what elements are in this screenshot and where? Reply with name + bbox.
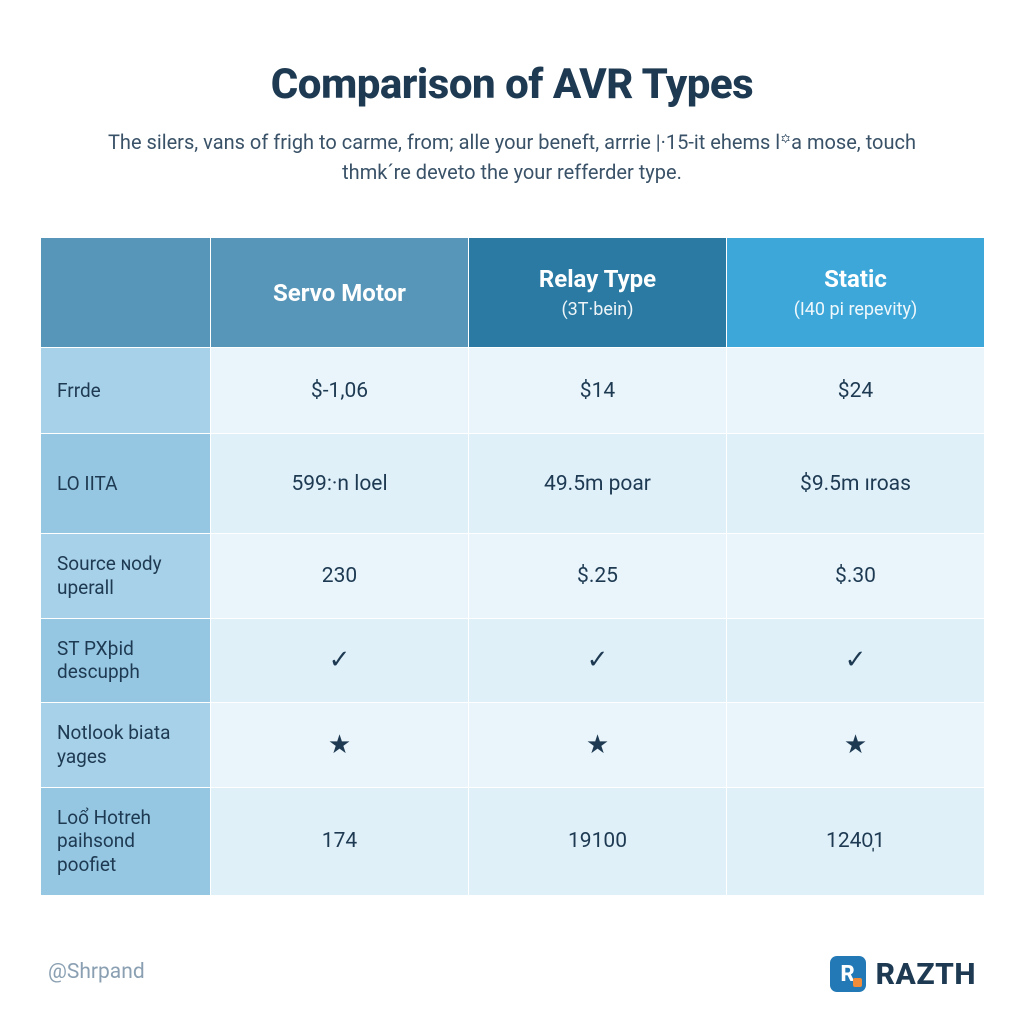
footer-handle: @Shrpand — [48, 960, 145, 984]
page-title: Comparison of AVR Types — [40, 60, 984, 109]
table-column-header: Relay Type (3T·bein) — [469, 238, 727, 348]
page-subtitle: The silers, vans of frigh to carme, from… — [87, 127, 937, 187]
table-row: Loổ Hotreh paihsond poofiet174191001240̩… — [41, 787, 985, 895]
table-header: Servo Motor Relay Type (3T·bein) Static (I40… — [41, 238, 985, 348]
data-cell: $-1,06 — [211, 348, 469, 434]
row-label: Notlook biata yages — [41, 703, 211, 788]
data-cell: 19100 — [469, 787, 727, 895]
data-cell: $14 — [469, 348, 727, 434]
column-header-sub: (I40 pi repevity) — [737, 299, 974, 320]
row-label: LO IITA — [41, 434, 211, 534]
column-header-sub: (3T·bein) — [479, 299, 716, 320]
check-icon: ✓ — [211, 618, 469, 703]
data-cell: 599:·n loel — [211, 434, 469, 534]
row-label: Loổ Hotreh paihsond poofiet — [41, 787, 211, 895]
data-cell: 174 — [211, 787, 469, 895]
data-cell: $.30 — [727, 534, 985, 619]
table-column-header: Static (I40 pi repevity) — [727, 238, 985, 348]
column-header-main: Static — [737, 265, 974, 293]
row-label: Source ɴody uperall — [41, 534, 211, 619]
row-label: Frrde — [41, 348, 211, 434]
data-cell: 1240̩1 — [727, 787, 985, 895]
table-header-empty — [41, 238, 211, 348]
star-icon: ★ — [469, 703, 727, 788]
brand-logo: R RAZTH — [830, 956, 976, 992]
data-cell: $24 — [727, 348, 985, 434]
star-icon: ★ — [211, 703, 469, 788]
check-icon: ✓ — [469, 618, 727, 703]
row-label: ST PXþid descupph — [41, 618, 211, 703]
table-row: Notlook biata yages★★★ — [41, 703, 985, 788]
brand-icon-accent — [853, 978, 862, 987]
table-row: Source ɴody uperall230$.25$.30 — [41, 534, 985, 619]
data-cell: $.25 — [469, 534, 727, 619]
table-row: Frrde$-1,06$14$24 — [41, 348, 985, 434]
brand-text: RAZTH — [876, 957, 976, 992]
table-row: LO IITA599:·n loel49.5m poar$9.5m ıroas — [41, 434, 985, 534]
check-icon: ✓ — [727, 618, 985, 703]
table-body: Frrde$-1,06$14$24LO IITA599:·n loel49.5m… — [41, 348, 985, 896]
data-cell: 230 — [211, 534, 469, 619]
table-column-header: Servo Motor — [211, 238, 469, 348]
table-row: ST PXþid descupph✓✓✓ — [41, 618, 985, 703]
comparison-table: Servo Motor Relay Type (3T·bein) Static (I40… — [40, 237, 985, 896]
column-header-main: Servo Motor — [221, 279, 458, 307]
column-header-main: Relay Type — [479, 265, 716, 293]
data-cell: 49.5m poar — [469, 434, 727, 534]
brand-icon: R — [830, 956, 866, 992]
data-cell: $9.5m ıroas — [727, 434, 985, 534]
star-icon: ★ — [727, 703, 985, 788]
